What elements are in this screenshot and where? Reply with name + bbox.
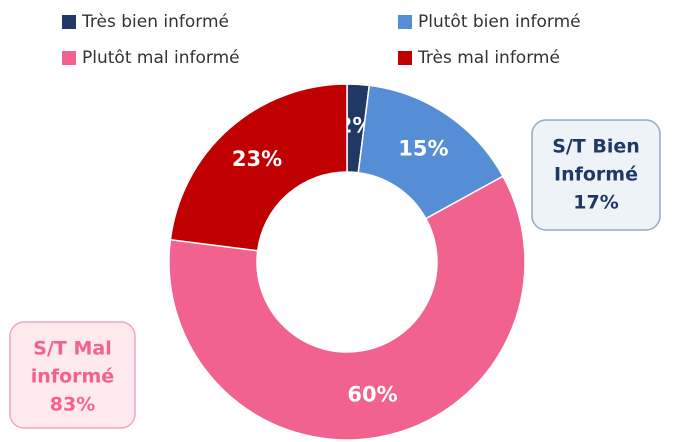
data-label: 23% — [232, 147, 282, 171]
annotation-box — [9, 321, 136, 429]
annotation-text: S/T Mal — [33, 338, 111, 360]
data-label: 15% — [398, 137, 448, 161]
data-label: 60% — [347, 383, 397, 407]
donut-slice — [357, 84, 505, 220]
annotation-text: 83% — [50, 394, 95, 416]
legend-label: Plutôt mal informé — [82, 48, 240, 68]
annotation-text: 17% — [573, 192, 618, 214]
legend-label: Très bien informé — [81, 12, 229, 32]
annotation-text: Informé — [554, 164, 638, 186]
donut-slice — [169, 83, 348, 252]
legend-label: Très mal informé — [417, 48, 560, 68]
legend-swatch — [62, 15, 76, 29]
annotation-text: informé — [31, 366, 114, 388]
annotation-text: S/T Bien — [552, 136, 640, 158]
legend-swatch — [62, 51, 76, 65]
legend-swatch — [398, 15, 412, 29]
legend-label: Plutôt bien informé — [418, 12, 581, 32]
legend-swatch — [398, 51, 412, 65]
donut-slice — [168, 175, 526, 441]
annotation-box — [531, 119, 661, 231]
